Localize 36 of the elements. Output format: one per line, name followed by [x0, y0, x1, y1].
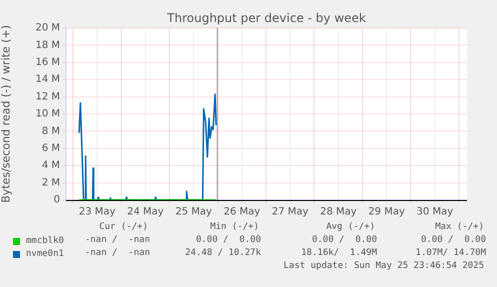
text: 24.48 / 10.27k	[185, 248, 261, 258]
text: 18.16k/ 1.49M	[301, 248, 377, 258]
chart-title: Throughput per device - by week	[166, 11, 366, 25]
text: Last update: Sun May 25 23:46:54 2025	[284, 261, 484, 271]
legend-label: nvme0n1	[26, 249, 64, 259]
text: Avg (-/+)	[326, 222, 375, 232]
x-tick-label: 28 May	[320, 206, 357, 218]
y-tick-label: 12 M	[35, 91, 60, 102]
text: Cur (-/+)	[99, 222, 148, 232]
text: 1.07M/ 14.70M	[416, 248, 486, 258]
text: 0.00 / 0.00	[312, 235, 377, 245]
y-tick-label: 20 M	[35, 22, 60, 34]
x-tick-label: 23 May	[78, 206, 116, 218]
y-tick-label: 14 M	[35, 74, 60, 86]
y-tick-label: 18 M	[35, 40, 60, 51]
y-axis-title: Bytes/second read (-) / write (+)	[0, 25, 12, 203]
y-tick-label: 10 M	[35, 108, 60, 120]
x-tick-label: 24 May	[127, 206, 164, 218]
x-tick-label: 27 May	[272, 206, 308, 218]
x-tick-label: 26 May	[224, 206, 260, 218]
text: -nan / -nan	[84, 248, 150, 258]
y-tick-label: 4 M	[42, 160, 60, 172]
y-tick-label: 2 M	[42, 177, 60, 188]
x-tick-label: 30 May	[416, 206, 454, 218]
x-tick-label: 29 May	[368, 206, 405, 218]
text: 0.00 / 0.00	[420, 235, 486, 245]
y-tick-label: 16 M	[35, 56, 60, 68]
y-tick-label: 8 M	[42, 126, 60, 137]
y-tick-label: 0	[54, 194, 60, 206]
y-tick-label: 6 M	[42, 142, 60, 154]
text: Min (-/+)	[210, 222, 259, 232]
text: -nan / -nan	[84, 235, 150, 245]
text: Max (-/+)	[435, 222, 484, 232]
legend-label: mmcblk0	[26, 236, 64, 246]
x-tick-label: 25 May	[175, 206, 212, 218]
text: 0.00 / 0.00	[196, 235, 261, 245]
